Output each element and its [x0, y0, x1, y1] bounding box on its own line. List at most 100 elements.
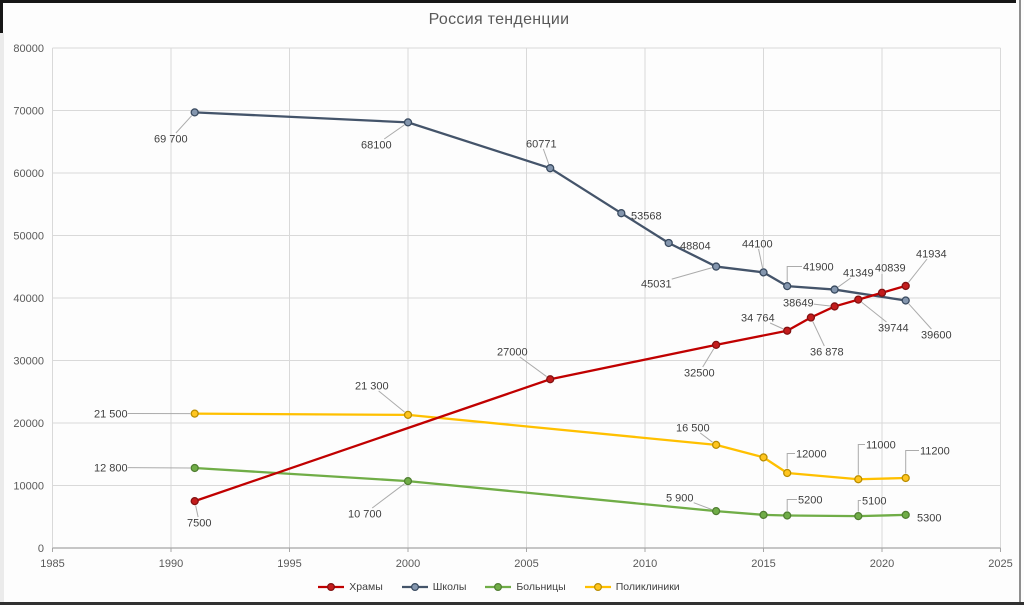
data-label: 40839 [875, 263, 906, 275]
data-label: 36 878 [810, 347, 844, 359]
data-point-marker [617, 209, 626, 218]
label-leader-line [371, 483, 405, 509]
data-point-marker [403, 410, 413, 420]
data-label: 39600 [921, 330, 952, 342]
label-leader-line [857, 500, 861, 512]
data-point-marker [783, 468, 792, 478]
y-axis-tick-label: 70000 [13, 106, 44, 118]
data-label: 21 500 [94, 409, 128, 421]
label-leader-line [671, 267, 712, 280]
data-point-marker [783, 281, 792, 291]
label-leader-line [908, 258, 928, 283]
legend-item: Храмы [318, 581, 383, 593]
legend-label: Школы [432, 581, 467, 593]
legend-item: Больницы [485, 581, 566, 593]
data-point-marker [403, 476, 413, 486]
y-axis-tick-label: 30000 [13, 356, 44, 368]
data-label: 45031 [641, 279, 672, 291]
legend-marker-icon [401, 582, 428, 592]
data-label: 5100 [862, 496, 886, 508]
series-line [193, 284, 907, 503]
data-point-marker [877, 288, 887, 297]
data-label: 39744 [878, 323, 909, 335]
data-point-marker [711, 340, 721, 350]
label-leader-line [769, 322, 784, 330]
data-label: 41934 [916, 249, 947, 261]
frame-left-border [0, 0, 3, 33]
frame-bottom-border [0, 602, 1024, 605]
data-label: 38649 [783, 298, 814, 310]
data-point-marker [759, 453, 768, 462]
data-point-marker [711, 506, 721, 516]
data-label: 11200 [920, 446, 950, 458]
legend-item: Школы [401, 581, 467, 593]
label-leader-line [693, 502, 713, 511]
label-leader-line [542, 148, 550, 165]
frame-top-border [0, 0, 1016, 3]
data-label: 27000 [497, 347, 528, 359]
data-point-marker [901, 281, 910, 291]
legend-marker-icon [318, 582, 345, 592]
label-leader-line [837, 277, 852, 288]
data-label: 41349 [843, 268, 874, 280]
y-axis-tick-label: 60000 [13, 168, 44, 180]
data-label: 21 300 [355, 381, 389, 393]
data-label: 16 500 [676, 423, 710, 435]
x-axis-tick-label: 2000 [396, 558, 420, 570]
label-leader-line [786, 453, 795, 469]
series-line [193, 111, 907, 302]
data-label: 41900 [803, 262, 834, 274]
data-point-marker [759, 268, 768, 277]
legend-label: Больницы [516, 581, 566, 593]
data-point-marker [854, 295, 863, 304]
label-leader-line [702, 348, 715, 368]
data-label: 69 700 [154, 134, 188, 146]
data-point-marker [806, 313, 816, 322]
data-label: 60771 [526, 139, 557, 151]
legend-label: Храмы [349, 581, 383, 593]
data-point-marker [664, 238, 673, 248]
data-point-marker [711, 262, 721, 271]
y-axis-tick-label: 0 [38, 543, 44, 555]
data-label: 32500 [684, 368, 715, 380]
data-point-marker [901, 473, 910, 483]
data-point-marker [830, 302, 839, 311]
data-label: 34 764 [741, 313, 775, 325]
data-label: 5 900 [666, 493, 694, 505]
data-label: 12 800 [94, 463, 128, 475]
label-leader-line [908, 303, 932, 330]
x-axis-tick-label: 2005 [514, 558, 538, 570]
chart-title: Россия тенденции [428, 11, 570, 28]
y-axis-tick-label: 20000 [13, 418, 44, 430]
data-point-marker [783, 511, 792, 520]
x-axis-tick-label: 2020 [870, 558, 894, 570]
data-label: 44100 [742, 239, 773, 251]
label-leader-line [786, 499, 797, 511]
legend-marker-icon [485, 582, 512, 592]
data-label: 7500 [187, 518, 211, 530]
label-leader-line [175, 115, 193, 134]
label-leader-line [857, 444, 865, 475]
data-point-marker [403, 118, 413, 127]
x-axis-tick-label: 1990 [159, 558, 183, 570]
label-leader-line [383, 124, 405, 140]
data-label: 68100 [361, 140, 392, 152]
y-axis-tick-label: 50000 [13, 231, 44, 243]
label-leader-line [812, 321, 825, 347]
label-leader-line [519, 356, 547, 377]
data-label: 12000 [796, 449, 827, 461]
data-label: 53568 [631, 211, 662, 223]
data-label: 5200 [798, 495, 822, 507]
label-leader-line [813, 303, 831, 307]
label-leader-line [758, 248, 764, 269]
label-leader-line [861, 302, 887, 323]
legend-marker-icon [584, 582, 611, 592]
label-leader-line [786, 266, 802, 282]
data-point-marker [190, 409, 199, 418]
data-point-marker [830, 285, 839, 294]
data-label: 11000 [866, 440, 896, 452]
x-axis-tick-label: 2025 [988, 558, 1012, 570]
label-leader-line [378, 390, 405, 413]
legend-label: Поликлиники [615, 581, 680, 593]
